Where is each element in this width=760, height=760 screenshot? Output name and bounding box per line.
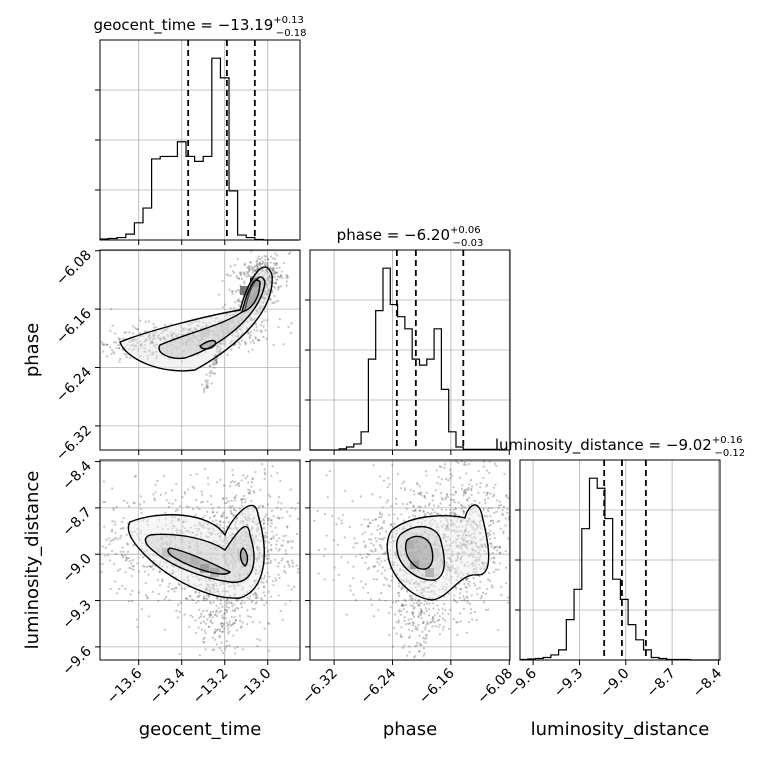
panel-frame-2-0 — [99, 459, 301, 661]
contour-middle — [144, 526, 255, 583]
y-tick-label-phase: −6.24 — [53, 364, 95, 406]
x-tick-label-phase: −6.24 — [358, 665, 400, 707]
y-tick-label-phase: −6.08 — [53, 247, 95, 289]
x-tick-label-luminosity_distance: −9.3 — [551, 666, 586, 701]
title-phase: phase = −6.20+0.06 −0.03 — [337, 225, 484, 249]
contour-outer — [119, 266, 273, 372]
x-axis-label-geocent_time: geocent_time — [139, 719, 262, 740]
x-tick-label-geocent_time: −13.6 — [104, 665, 146, 707]
x-tick-label-geocent_time: −13.0 — [233, 666, 275, 708]
x-tick-label-luminosity_distance: −8.4 — [690, 665, 725, 700]
x-tick-label-luminosity_distance: −9.0 — [597, 666, 632, 701]
x-axis-label-phase: phase — [383, 719, 437, 740]
y-tick-label-phase: −6.16 — [53, 306, 95, 348]
panel-frame-2-1 — [309, 459, 511, 661]
x-axis-label-luminosity_distance: luminosity_distance — [531, 719, 710, 740]
y-tick-label-phase: −6.32 — [53, 422, 95, 464]
x-tick-label-phase: −6.16 — [416, 665, 458, 707]
panel-frame-1-0 — [99, 249, 301, 451]
x-tick-label-geocent_time: −13.4 — [147, 665, 189, 707]
contour-inner — [241, 279, 261, 313]
histogram-luminosity_distance — [519, 477, 720, 661]
x-tick-label-geocent_time: −13.2 — [190, 666, 232, 708]
y-tick-label-luminosity_distance: −9.3 — [59, 597, 94, 632]
title-luminosity_distance: luminosity_distance = −9.02+0.16 −0.12 — [495, 435, 745, 459]
title-geocent_time: geocent_time = −13.19+0.13 −0.18 — [93, 15, 306, 39]
density-layer — [100, 250, 511, 659]
contour-middle — [158, 276, 266, 360]
y-axis-label-phase: phase — [22, 323, 43, 377]
contour-inner — [167, 547, 232, 575]
y-tick-label-luminosity_distance: −8.7 — [59, 504, 94, 539]
y-tick-label-luminosity_distance: −9.0 — [59, 551, 94, 586]
y-axis-label-luminosity_distance: luminosity_distance — [22, 471, 43, 650]
histogram-geocent_time — [99, 57, 298, 241]
y-tick-label-luminosity_distance: −9.6 — [59, 643, 94, 678]
contour-inner-2 — [239, 547, 249, 567]
contour-inner — [404, 535, 434, 570]
x-tick-label-phase: −6.32 — [299, 666, 341, 708]
contour-inner-2 — [199, 339, 217, 350]
histogram-phase — [310, 267, 508, 451]
x-tick-label-luminosity_distance: −8.7 — [644, 666, 679, 701]
